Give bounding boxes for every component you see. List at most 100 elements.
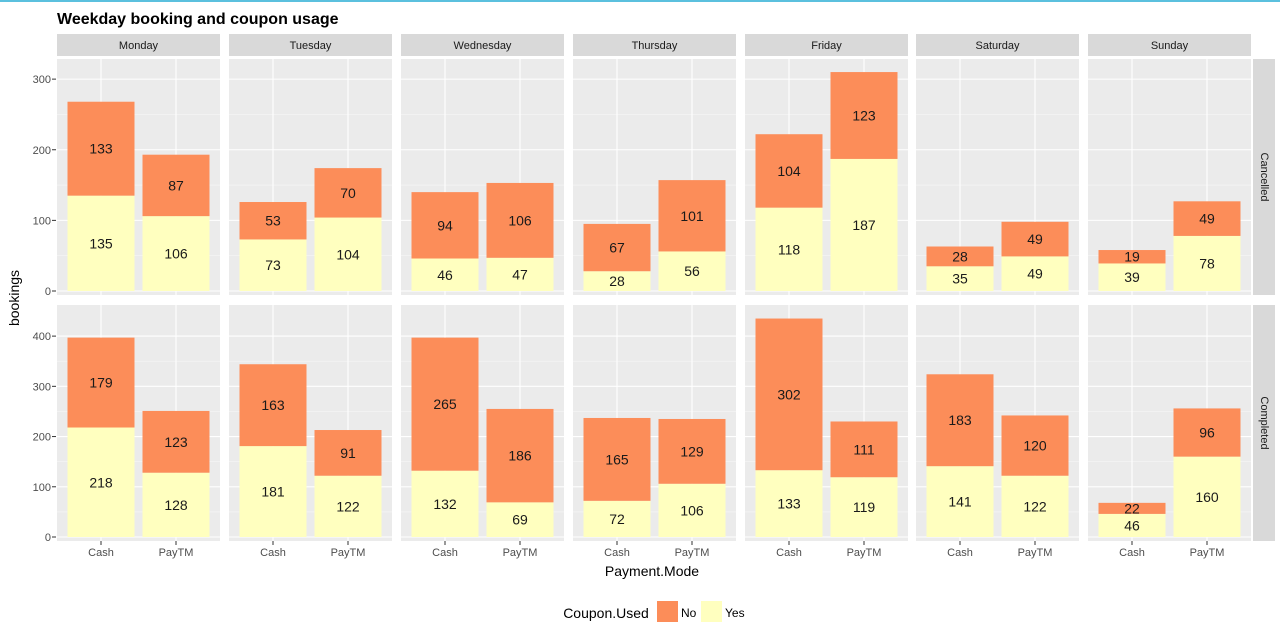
bar-yes — [583, 271, 651, 291]
y-tick-label: 100 — [33, 482, 51, 494]
bar-yes — [1001, 475, 1069, 537]
bar-no — [755, 134, 823, 208]
bar-yes — [1001, 256, 1069, 291]
facet-col-label: Tuesday — [290, 40, 332, 52]
bar-yes — [239, 239, 307, 291]
data-label-yes: 133 — [777, 496, 801, 512]
bar-yes — [67, 195, 135, 291]
bar-no — [239, 364, 307, 447]
data-label-yes: 78 — [1199, 255, 1215, 271]
x-tick-label: Cash — [260, 547, 286, 559]
facet-col-strip — [1088, 34, 1251, 56]
facet-col-strip — [229, 34, 392, 56]
bar-no — [830, 421, 898, 478]
bar-no — [411, 337, 479, 471]
bar-no — [314, 168, 382, 218]
bar-no — [1001, 415, 1069, 476]
data-label-yes: 119 — [853, 499, 876, 515]
data-label-no: 91 — [340, 445, 356, 461]
data-label-yes: 187 — [852, 217, 876, 233]
bar-yes — [239, 446, 307, 537]
bar-yes — [314, 217, 382, 291]
data-label-yes: 141 — [948, 494, 972, 510]
legend-label: Yes — [725, 606, 745, 620]
data-label-no: 96 — [1199, 425, 1215, 441]
data-label-yes: 39 — [1124, 269, 1140, 285]
data-label-yes: 106 — [680, 502, 704, 518]
bar-yes — [411, 258, 479, 291]
x-tick-label: PayTM — [159, 547, 194, 559]
bar-no — [926, 374, 994, 467]
data-label-no: 49 — [1027, 231, 1043, 247]
data-label-no: 28 — [952, 248, 968, 264]
y-tick-label: 0 — [45, 286, 51, 298]
bar-no — [142, 410, 210, 473]
bar-no — [67, 337, 135, 428]
data-label-no: 101 — [680, 208, 704, 224]
data-label-no: 129 — [680, 443, 704, 459]
legend-swatch — [701, 601, 722, 622]
bar-yes — [486, 502, 554, 537]
data-label-no: 120 — [1023, 438, 1047, 454]
bar-no — [658, 180, 726, 252]
data-label-yes: 35 — [952, 271, 968, 287]
data-label-yes: 104 — [336, 246, 360, 262]
data-label-yes: 128 — [164, 497, 188, 513]
data-label-no: 179 — [89, 375, 113, 391]
data-label-no: 186 — [508, 448, 532, 464]
data-label-no: 22 — [1124, 500, 1140, 516]
data-label-yes: 46 — [437, 267, 453, 283]
data-label-no: 94 — [437, 217, 453, 233]
bar-yes — [1173, 456, 1241, 537]
x-tick-label: PayTM — [331, 547, 366, 559]
bar-yes — [658, 251, 726, 291]
bar-yes — [926, 266, 994, 291]
bar-yes — [583, 500, 651, 537]
bar-yes — [926, 466, 994, 537]
y-tick-label: 300 — [33, 74, 51, 86]
facet-col-label: Sunday — [1151, 40, 1189, 52]
chart-title: Weekday booking and coupon usage — [57, 11, 339, 28]
data-label-no: 104 — [777, 163, 801, 179]
facet-col-strip — [916, 34, 1079, 56]
bar-no — [67, 101, 135, 196]
data-label-no: 133 — [89, 141, 113, 157]
bar-yes — [1098, 513, 1166, 537]
data-label-no: 106 — [508, 212, 532, 228]
bar-no — [926, 246, 994, 267]
data-label-no: 67 — [609, 240, 625, 256]
x-tick-label: PayTM — [1018, 547, 1053, 559]
facet-col-label: Friday — [811, 40, 842, 52]
bar-no — [1098, 502, 1166, 514]
bar-yes — [314, 475, 382, 537]
x-tick-label: Cash — [604, 547, 630, 559]
data-label-no: 163 — [261, 397, 285, 413]
x-tick-label: PayTM — [675, 547, 710, 559]
data-label-no: 123 — [852, 107, 876, 123]
data-label-yes: 118 — [778, 241, 801, 257]
facet-row-strip — [1253, 59, 1275, 295]
y-tick-label: 400 — [33, 331, 51, 343]
bar-no — [583, 223, 651, 272]
data-label-no: 70 — [340, 185, 356, 201]
data-label-yes: 135 — [89, 235, 113, 251]
bar-no — [583, 417, 651, 501]
data-label-no: 87 — [168, 177, 184, 193]
bar-no — [411, 192, 479, 259]
bar-yes — [830, 158, 898, 291]
bar-no — [239, 202, 307, 240]
bar-no — [755, 318, 823, 471]
x-tick-label: PayTM — [503, 547, 538, 559]
y-tick-label: 0 — [45, 532, 51, 544]
data-label-no: 53 — [265, 213, 281, 229]
bar-yes — [142, 216, 210, 291]
data-label-yes: 132 — [433, 496, 457, 512]
data-label-no: 19 — [1124, 249, 1140, 265]
data-label-yes: 28 — [609, 273, 625, 289]
data-label-yes: 73 — [265, 257, 281, 273]
data-label-yes: 72 — [609, 511, 625, 527]
data-label-no: 183 — [948, 412, 972, 428]
x-tick-label: PayTM — [1190, 547, 1225, 559]
data-label-yes: 160 — [1195, 489, 1219, 505]
